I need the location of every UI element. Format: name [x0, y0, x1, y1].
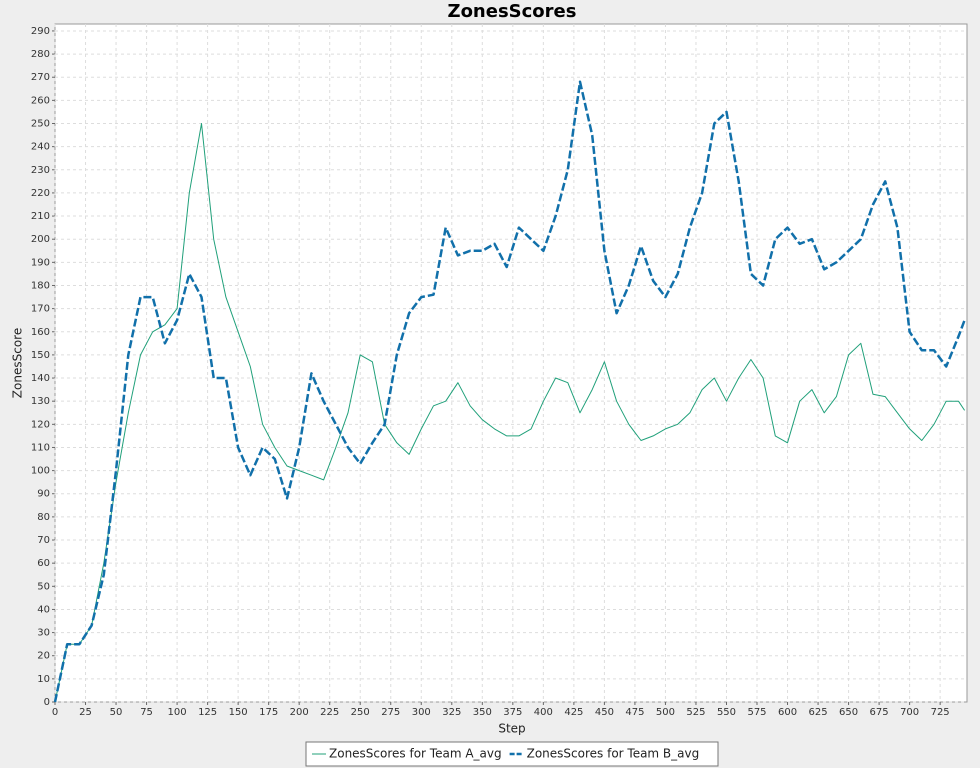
- x-tick-label: 150: [229, 707, 248, 718]
- x-tick-label: 600: [778, 707, 797, 718]
- y-tick-label: 160: [31, 327, 50, 338]
- y-tick-label: 170: [31, 304, 50, 315]
- y-tick-label: 290: [31, 26, 50, 37]
- x-tick-label: 500: [656, 707, 675, 718]
- y-tick-label: 240: [31, 142, 50, 153]
- y-tick-label: 20: [37, 651, 50, 662]
- y-tick-label: 280: [31, 49, 50, 60]
- y-tick-label: 200: [31, 234, 50, 245]
- x-axis-label: Step: [498, 722, 525, 736]
- y-tick-label: 130: [31, 396, 50, 407]
- x-tick-label: 0: [52, 707, 58, 718]
- x-tick-label: 575: [747, 707, 766, 718]
- x-tick-label: 675: [870, 707, 889, 718]
- x-tick-label: 725: [931, 707, 950, 718]
- x-tick-label: 375: [503, 707, 522, 718]
- y-tick-label: 40: [37, 604, 50, 615]
- y-tick-label: 260: [31, 95, 50, 106]
- x-tick-label: 50: [110, 707, 123, 718]
- y-tick-label: 150: [31, 350, 50, 361]
- chart-title: ZonesScores: [448, 1, 577, 22]
- y-tick-label: 100: [31, 466, 50, 477]
- legend-label: ZonesScores for Team A_avg: [329, 747, 502, 761]
- x-tick-label: 525: [686, 707, 705, 718]
- plot-area: [54, 23, 968, 703]
- y-tick-label: 210: [31, 211, 50, 222]
- x-tick-label: 700: [900, 707, 919, 718]
- y-tick-label: 140: [31, 373, 50, 384]
- x-tick-label: 325: [442, 707, 461, 718]
- x-tick-label: 200: [290, 707, 309, 718]
- x-tick-label: 475: [625, 707, 644, 718]
- y-tick-label: 250: [31, 119, 50, 130]
- x-tick-label: 450: [595, 707, 614, 718]
- x-tick-label: 225: [320, 707, 339, 718]
- y-tick-label: 80: [37, 512, 50, 523]
- x-tick-label: 175: [259, 707, 278, 718]
- y-tick-label: 30: [37, 628, 50, 639]
- y-tick-label: 180: [31, 280, 50, 291]
- y-tick-label: 60: [37, 558, 50, 569]
- x-tick-label: 650: [839, 707, 858, 718]
- x-tick-label: 25: [79, 707, 92, 718]
- y-tick-label: 90: [37, 489, 50, 500]
- y-tick-label: 120: [31, 419, 50, 430]
- y-tick-label: 0: [44, 697, 50, 708]
- x-tick-label: 400: [534, 707, 553, 718]
- x-tick-label: 300: [412, 707, 431, 718]
- x-tick-label: 625: [809, 707, 828, 718]
- y-axis-label: ZonesScore: [11, 328, 25, 398]
- y-tick-label: 190: [31, 257, 50, 268]
- y-tick-label: 220: [31, 188, 50, 199]
- legend-label: ZonesScores for Team B_avg: [527, 747, 700, 761]
- x-tick-label: 250: [351, 707, 370, 718]
- x-tick-label: 75: [140, 707, 153, 718]
- x-tick-label: 125: [198, 707, 217, 718]
- y-tick-label: 270: [31, 72, 50, 83]
- y-tick-label: 110: [31, 442, 50, 453]
- y-tick-label: 70: [37, 535, 50, 546]
- x-tick-label: 275: [381, 707, 400, 718]
- x-tick-label: 425: [564, 707, 583, 718]
- y-tick-label: 50: [37, 581, 50, 592]
- x-tick-label: 350: [473, 707, 492, 718]
- y-tick-label: 230: [31, 165, 50, 176]
- y-tick-label: 10: [37, 674, 50, 685]
- series-line: [53, 80, 966, 703]
- x-tick-label: 100: [168, 707, 187, 718]
- x-tick-label: 550: [717, 707, 736, 718]
- series-line: [54, 123, 966, 703]
